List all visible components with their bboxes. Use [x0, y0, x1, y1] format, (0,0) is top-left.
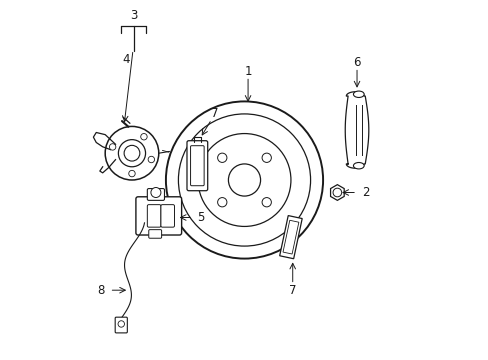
- Circle shape: [228, 164, 260, 196]
- FancyBboxPatch shape: [148, 230, 162, 238]
- Polygon shape: [330, 185, 344, 201]
- Circle shape: [151, 188, 161, 198]
- FancyBboxPatch shape: [147, 204, 161, 227]
- Circle shape: [141, 134, 147, 140]
- Circle shape: [165, 102, 323, 258]
- Circle shape: [262, 198, 271, 207]
- Text: 7: 7: [210, 107, 218, 120]
- Ellipse shape: [353, 162, 364, 169]
- Text: 7: 7: [288, 284, 296, 297]
- FancyBboxPatch shape: [161, 204, 174, 227]
- Polygon shape: [279, 216, 302, 259]
- FancyBboxPatch shape: [115, 317, 127, 333]
- Circle shape: [118, 140, 145, 167]
- Text: 4: 4: [122, 53, 130, 66]
- Polygon shape: [283, 220, 298, 254]
- Text: 6: 6: [352, 55, 360, 69]
- Circle shape: [148, 156, 154, 163]
- Circle shape: [198, 134, 290, 226]
- FancyBboxPatch shape: [190, 146, 203, 186]
- FancyBboxPatch shape: [186, 141, 207, 191]
- Text: 8: 8: [97, 284, 104, 297]
- Text: 3: 3: [130, 9, 137, 22]
- Text: 2: 2: [361, 186, 368, 199]
- Ellipse shape: [353, 91, 364, 98]
- Circle shape: [178, 114, 310, 246]
- Circle shape: [105, 126, 159, 180]
- Circle shape: [262, 153, 271, 162]
- FancyBboxPatch shape: [147, 189, 164, 201]
- Circle shape: [128, 170, 135, 177]
- FancyBboxPatch shape: [136, 197, 181, 235]
- Text: 5: 5: [197, 211, 204, 224]
- Circle shape: [217, 198, 226, 207]
- Circle shape: [109, 144, 116, 150]
- Circle shape: [124, 145, 140, 161]
- Circle shape: [217, 153, 226, 162]
- Text: 1: 1: [244, 64, 251, 77]
